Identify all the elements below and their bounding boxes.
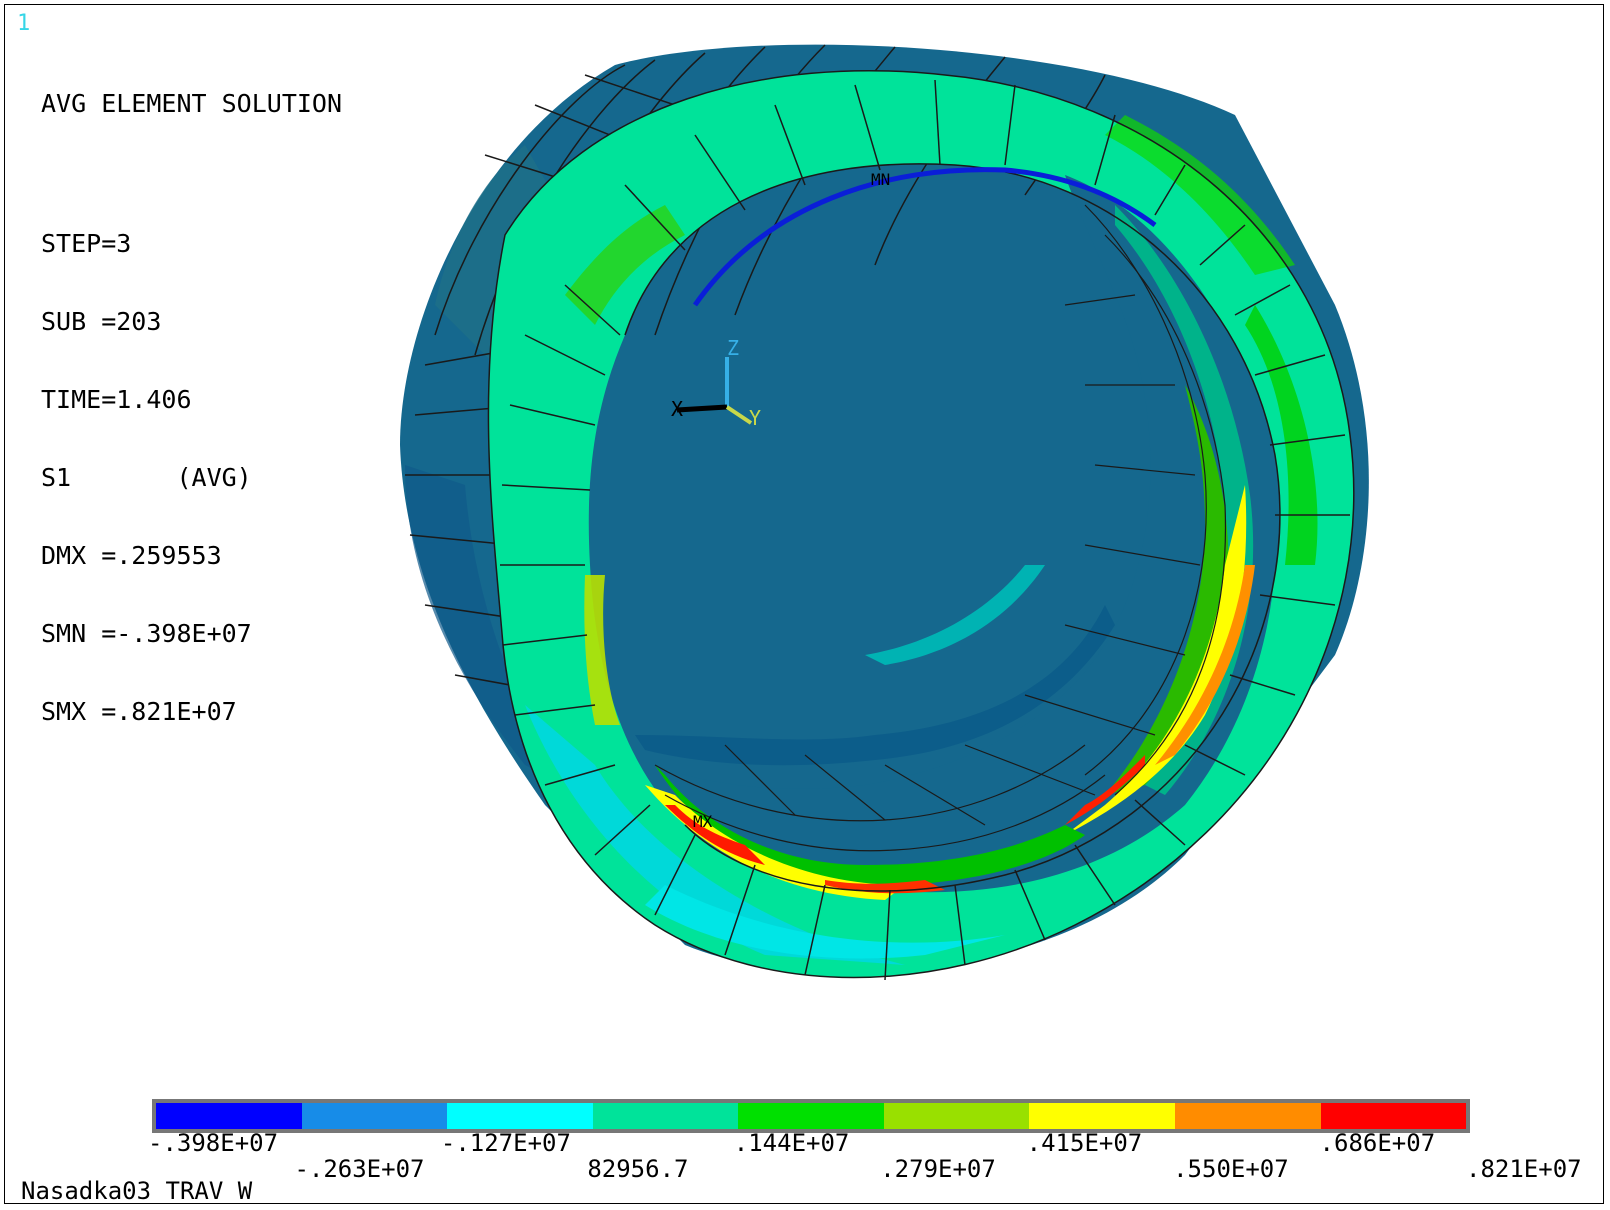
legend-label-8: .686E+07	[1319, 1129, 1436, 1157]
smn-label: SMN =-.398E+07	[41, 619, 252, 648]
min-marker: MN	[871, 170, 890, 189]
legend-label-0: -.398E+07	[148, 1129, 279, 1157]
legend-label-1: -.263E+07	[294, 1155, 425, 1183]
legend-label-4: .144E+07	[733, 1129, 850, 1157]
solution-info-block: AVG ELEMENT SOLUTION STEP=3 SUB =203 TIM…	[41, 39, 342, 777]
model-title-footer: Nasadka03 TRAV W	[21, 1177, 253, 1205]
legend-label-9: .821E+07	[1466, 1155, 1582, 1183]
window-number: 1	[17, 11, 31, 36]
result-item-label: S1 (AVG)	[41, 463, 252, 492]
graphics-window[interactable]: 1 AVG ELEMENT SOLUTION STEP=3 SUB =203 T…	[4, 4, 1605, 1205]
legend-label-2: -.127E+07	[440, 1129, 571, 1157]
legend-label-3: 82956.7	[587, 1155, 689, 1183]
legend-color-3	[592, 1103, 739, 1129]
legend-label-7: .550E+07	[1173, 1155, 1289, 1183]
substep-label: SUB =203	[41, 307, 162, 336]
legend-label-5: .279E+07	[880, 1155, 996, 1183]
time-label: TIME=1.406	[41, 385, 192, 414]
legend-label-6: .415E+07	[1026, 1129, 1143, 1157]
inner-bore	[635, 175, 1277, 900]
triad-z-label: Z	[727, 336, 739, 360]
dmx-label: DMX =.259553	[41, 541, 222, 570]
legend-color-8	[1320, 1103, 1467, 1129]
inner-bore-mesh	[654, 204, 1227, 852]
triad-x-label: X	[671, 397, 683, 421]
legend-color-7	[1174, 1103, 1321, 1129]
legend-color-5	[883, 1103, 1030, 1129]
legend-color-0	[156, 1103, 302, 1129]
axis-triad: Z X Y	[671, 336, 761, 430]
step-label: STEP=3	[41, 229, 132, 258]
legend-color-2	[447, 1103, 593, 1129]
fea-model-viewport[interactable]: MN MX Z X Y	[5, 5, 1605, 1205]
max-marker: MX	[693, 812, 713, 831]
legend-color-1	[301, 1103, 448, 1129]
triad-y-label: Y	[749, 406, 761, 430]
legend-color-6	[1029, 1103, 1175, 1129]
inner-rim-min-band	[692, 167, 1157, 307]
front-face-mesh	[487, 70, 1355, 981]
smx-label: SMX =.821E+07	[41, 697, 237, 726]
contour-legend-bar	[152, 1099, 1470, 1133]
solution-title: AVG ELEMENT SOLUTION	[41, 89, 343, 118]
legend-color-4	[738, 1103, 884, 1129]
